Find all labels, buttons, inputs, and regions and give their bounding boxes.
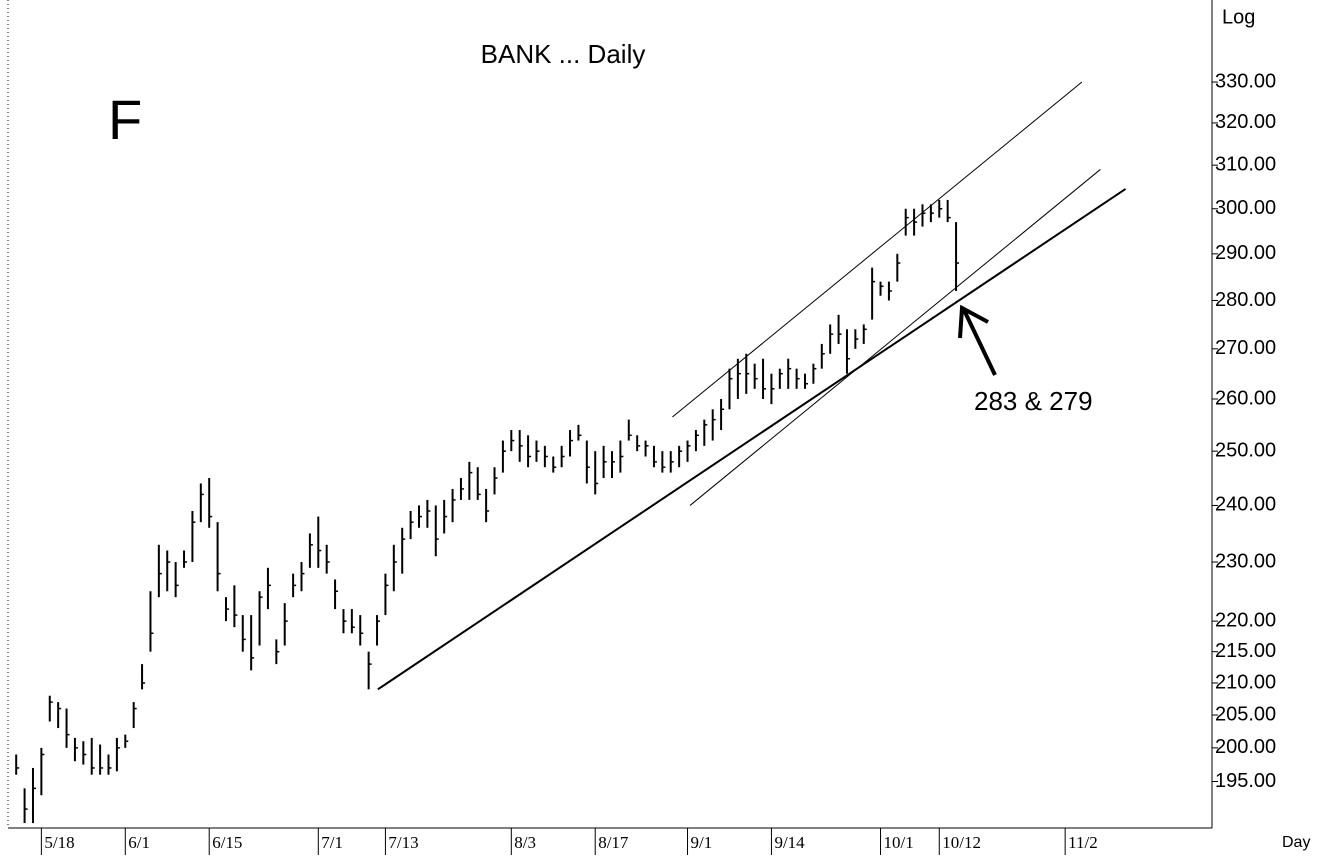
x-tick-label: 8/17 bbox=[598, 833, 629, 852]
x-tick-label: 10/12 bbox=[942, 833, 981, 852]
y-tick-label: 290.00 bbox=[1215, 242, 1276, 264]
x-tick-label: 7/1 bbox=[321, 833, 343, 852]
y-tick-label: 220.00 bbox=[1215, 609, 1276, 631]
x-tick-label: 11/2 bbox=[1068, 833, 1098, 852]
x-tick-label: 8/3 bbox=[514, 833, 536, 852]
trendline bbox=[377, 188, 1127, 691]
y-tick-label: 270.00 bbox=[1215, 337, 1276, 359]
x-tick-label: 9/1 bbox=[691, 833, 713, 852]
y-axis-label: Log bbox=[1222, 6, 1255, 28]
y-tick-label: 195.00 bbox=[1215, 770, 1276, 792]
y-tick-label: 300.00 bbox=[1215, 197, 1276, 219]
y-tick-label: 250.00 bbox=[1215, 439, 1276, 461]
x-axis-label: Day bbox=[1282, 834, 1310, 851]
y-tick-label: 205.00 bbox=[1215, 703, 1276, 725]
x-tick-label: 7/13 bbox=[388, 833, 418, 852]
y-tick-label: 215.00 bbox=[1215, 640, 1276, 662]
trendline bbox=[689, 169, 1101, 506]
x-tick-label: 9/14 bbox=[774, 833, 805, 852]
x-tick-label: 10/1 bbox=[884, 833, 914, 852]
y-tick-label: 260.00 bbox=[1215, 387, 1276, 409]
y-tick-label: 310.00 bbox=[1215, 153, 1276, 175]
chart-title: BANK ... Daily bbox=[481, 39, 646, 69]
x-tick-label: 6/15 bbox=[212, 833, 242, 852]
trendline bbox=[672, 81, 1083, 418]
y-tick-label: 330.00 bbox=[1215, 70, 1276, 92]
panel-letter: F bbox=[108, 88, 142, 151]
y-tick-label: 280.00 bbox=[1215, 289, 1276, 311]
y-tick-label: 200.00 bbox=[1215, 736, 1276, 758]
x-tick-label: 5/18 bbox=[44, 833, 74, 852]
y-tick-label: 320.00 bbox=[1215, 111, 1276, 133]
y-tick-label: 240.00 bbox=[1215, 494, 1276, 516]
annotation: 283 & 279 bbox=[974, 386, 1093, 416]
arrow bbox=[958, 304, 997, 376]
y-tick-label: 210.00 bbox=[1215, 671, 1276, 693]
y-tick-label: 230.00 bbox=[1215, 550, 1276, 572]
x-tick-label: 6/1 bbox=[128, 833, 150, 852]
